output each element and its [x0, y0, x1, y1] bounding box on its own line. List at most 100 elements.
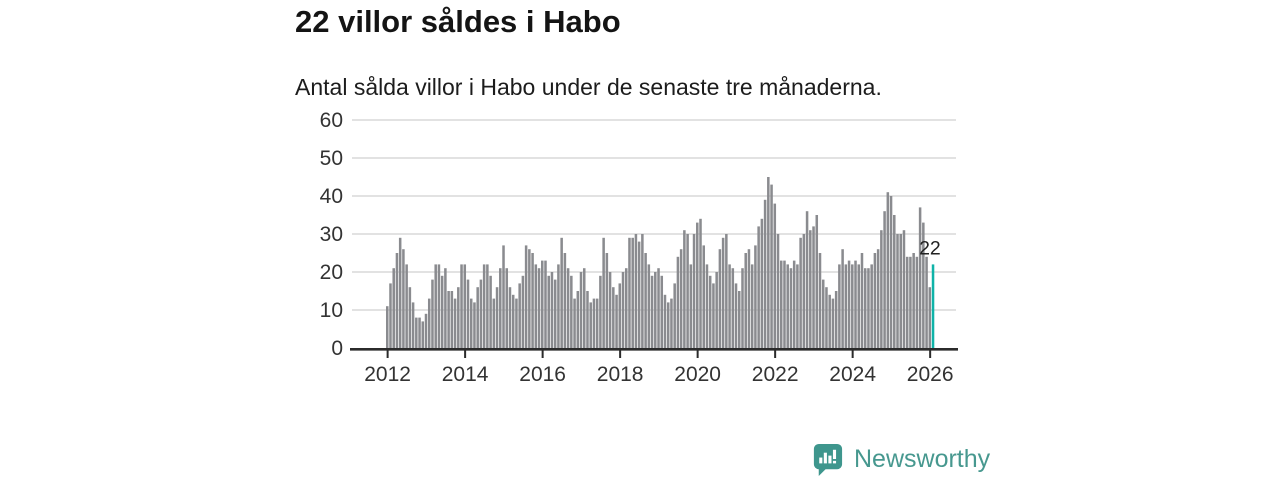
bar [805, 211, 809, 348]
bar [660, 275, 664, 348]
bar [928, 287, 932, 348]
bar [666, 302, 670, 348]
bar [851, 264, 854, 348]
bar [654, 272, 657, 348]
bar [799, 237, 802, 348]
bar [825, 287, 828, 348]
bar [534, 264, 538, 348]
bar [776, 234, 780, 348]
newsworthy-logo[interactable]: Newsworthy [810, 441, 990, 478]
bar [586, 291, 589, 348]
bar [570, 275, 573, 348]
bar [621, 272, 625, 348]
bar [812, 226, 815, 348]
bar [831, 298, 835, 348]
bar [618, 283, 622, 348]
bar [844, 264, 848, 348]
bar [738, 291, 741, 348]
y-tick-label: 50 [320, 147, 343, 170]
bar [821, 279, 825, 348]
bar [589, 302, 592, 348]
bar [631, 237, 634, 348]
bar [624, 268, 628, 348]
bar [489, 275, 492, 348]
bar [715, 272, 718, 348]
y-tick-label: 30 [320, 223, 343, 246]
bar [834, 291, 838, 348]
bar [663, 294, 667, 348]
bar [637, 241, 641, 348]
bar [721, 237, 725, 348]
bar [647, 264, 651, 348]
bar [579, 272, 583, 348]
bar [841, 249, 844, 348]
bar [760, 218, 764, 348]
bar [634, 234, 638, 348]
bar [595, 298, 599, 348]
bar [479, 279, 483, 348]
bar [499, 268, 502, 348]
bar [431, 279, 434, 348]
bar [650, 275, 654, 348]
y-tick-label: 10 [320, 299, 343, 322]
bar [818, 253, 822, 348]
bar [547, 275, 550, 348]
bar [876, 249, 880, 348]
bar [511, 294, 515, 348]
bar [809, 230, 812, 348]
bar [641, 234, 644, 348]
bar [599, 275, 602, 348]
bar [408, 287, 412, 348]
bar [541, 260, 544, 348]
bar [508, 287, 512, 348]
bar [524, 245, 528, 348]
bar [796, 264, 799, 348]
bar [744, 253, 747, 348]
bar [576, 291, 580, 348]
bar [453, 298, 457, 348]
bar [463, 264, 467, 348]
bar [386, 306, 389, 348]
bar [679, 249, 683, 348]
bar [440, 275, 444, 348]
chart-figure: 0 10 20 30 40 50 60 2012 2014 2016 2018 2020 2022 202… [0, 95, 1280, 425]
bar [708, 275, 712, 348]
chart-title: 22 villor såldes i Habo [295, 4, 621, 39]
bar [392, 268, 395, 348]
bar [870, 264, 873, 348]
bar [437, 264, 441, 348]
bar [702, 245, 705, 348]
bar [789, 268, 793, 348]
bar [773, 203, 777, 348]
bar [705, 264, 709, 348]
bar [457, 287, 460, 348]
bar [673, 283, 676, 348]
bar [582, 268, 586, 348]
x-tick-label: 2024 [829, 363, 876, 386]
bar [563, 253, 567, 348]
bar [857, 264, 861, 348]
bar [734, 283, 738, 348]
bar [476, 287, 479, 348]
bar [531, 253, 534, 348]
chart-subtitle: Antal sålda villor i Habo under de senas… [295, 74, 882, 100]
bar [925, 256, 928, 348]
bar [550, 272, 554, 348]
bar [757, 226, 760, 348]
y-tick-label: 40 [320, 185, 343, 208]
bar [712, 283, 715, 348]
sales-bar-chart: 0 10 20 30 40 50 60 2012 2014 2016 2018 2020 2022 202… [320, 109, 958, 386]
x-tick-label: 2012 [364, 363, 411, 386]
x-tick-label: 2018 [597, 363, 644, 386]
bar [909, 256, 912, 348]
bar [492, 298, 496, 348]
bar [566, 268, 570, 348]
bar [741, 268, 744, 348]
bar [763, 199, 767, 348]
bar [447, 291, 450, 348]
bar [731, 268, 735, 348]
bar [770, 184, 773, 348]
bar [767, 177, 770, 348]
bar [615, 294, 618, 348]
bar [515, 298, 518, 348]
